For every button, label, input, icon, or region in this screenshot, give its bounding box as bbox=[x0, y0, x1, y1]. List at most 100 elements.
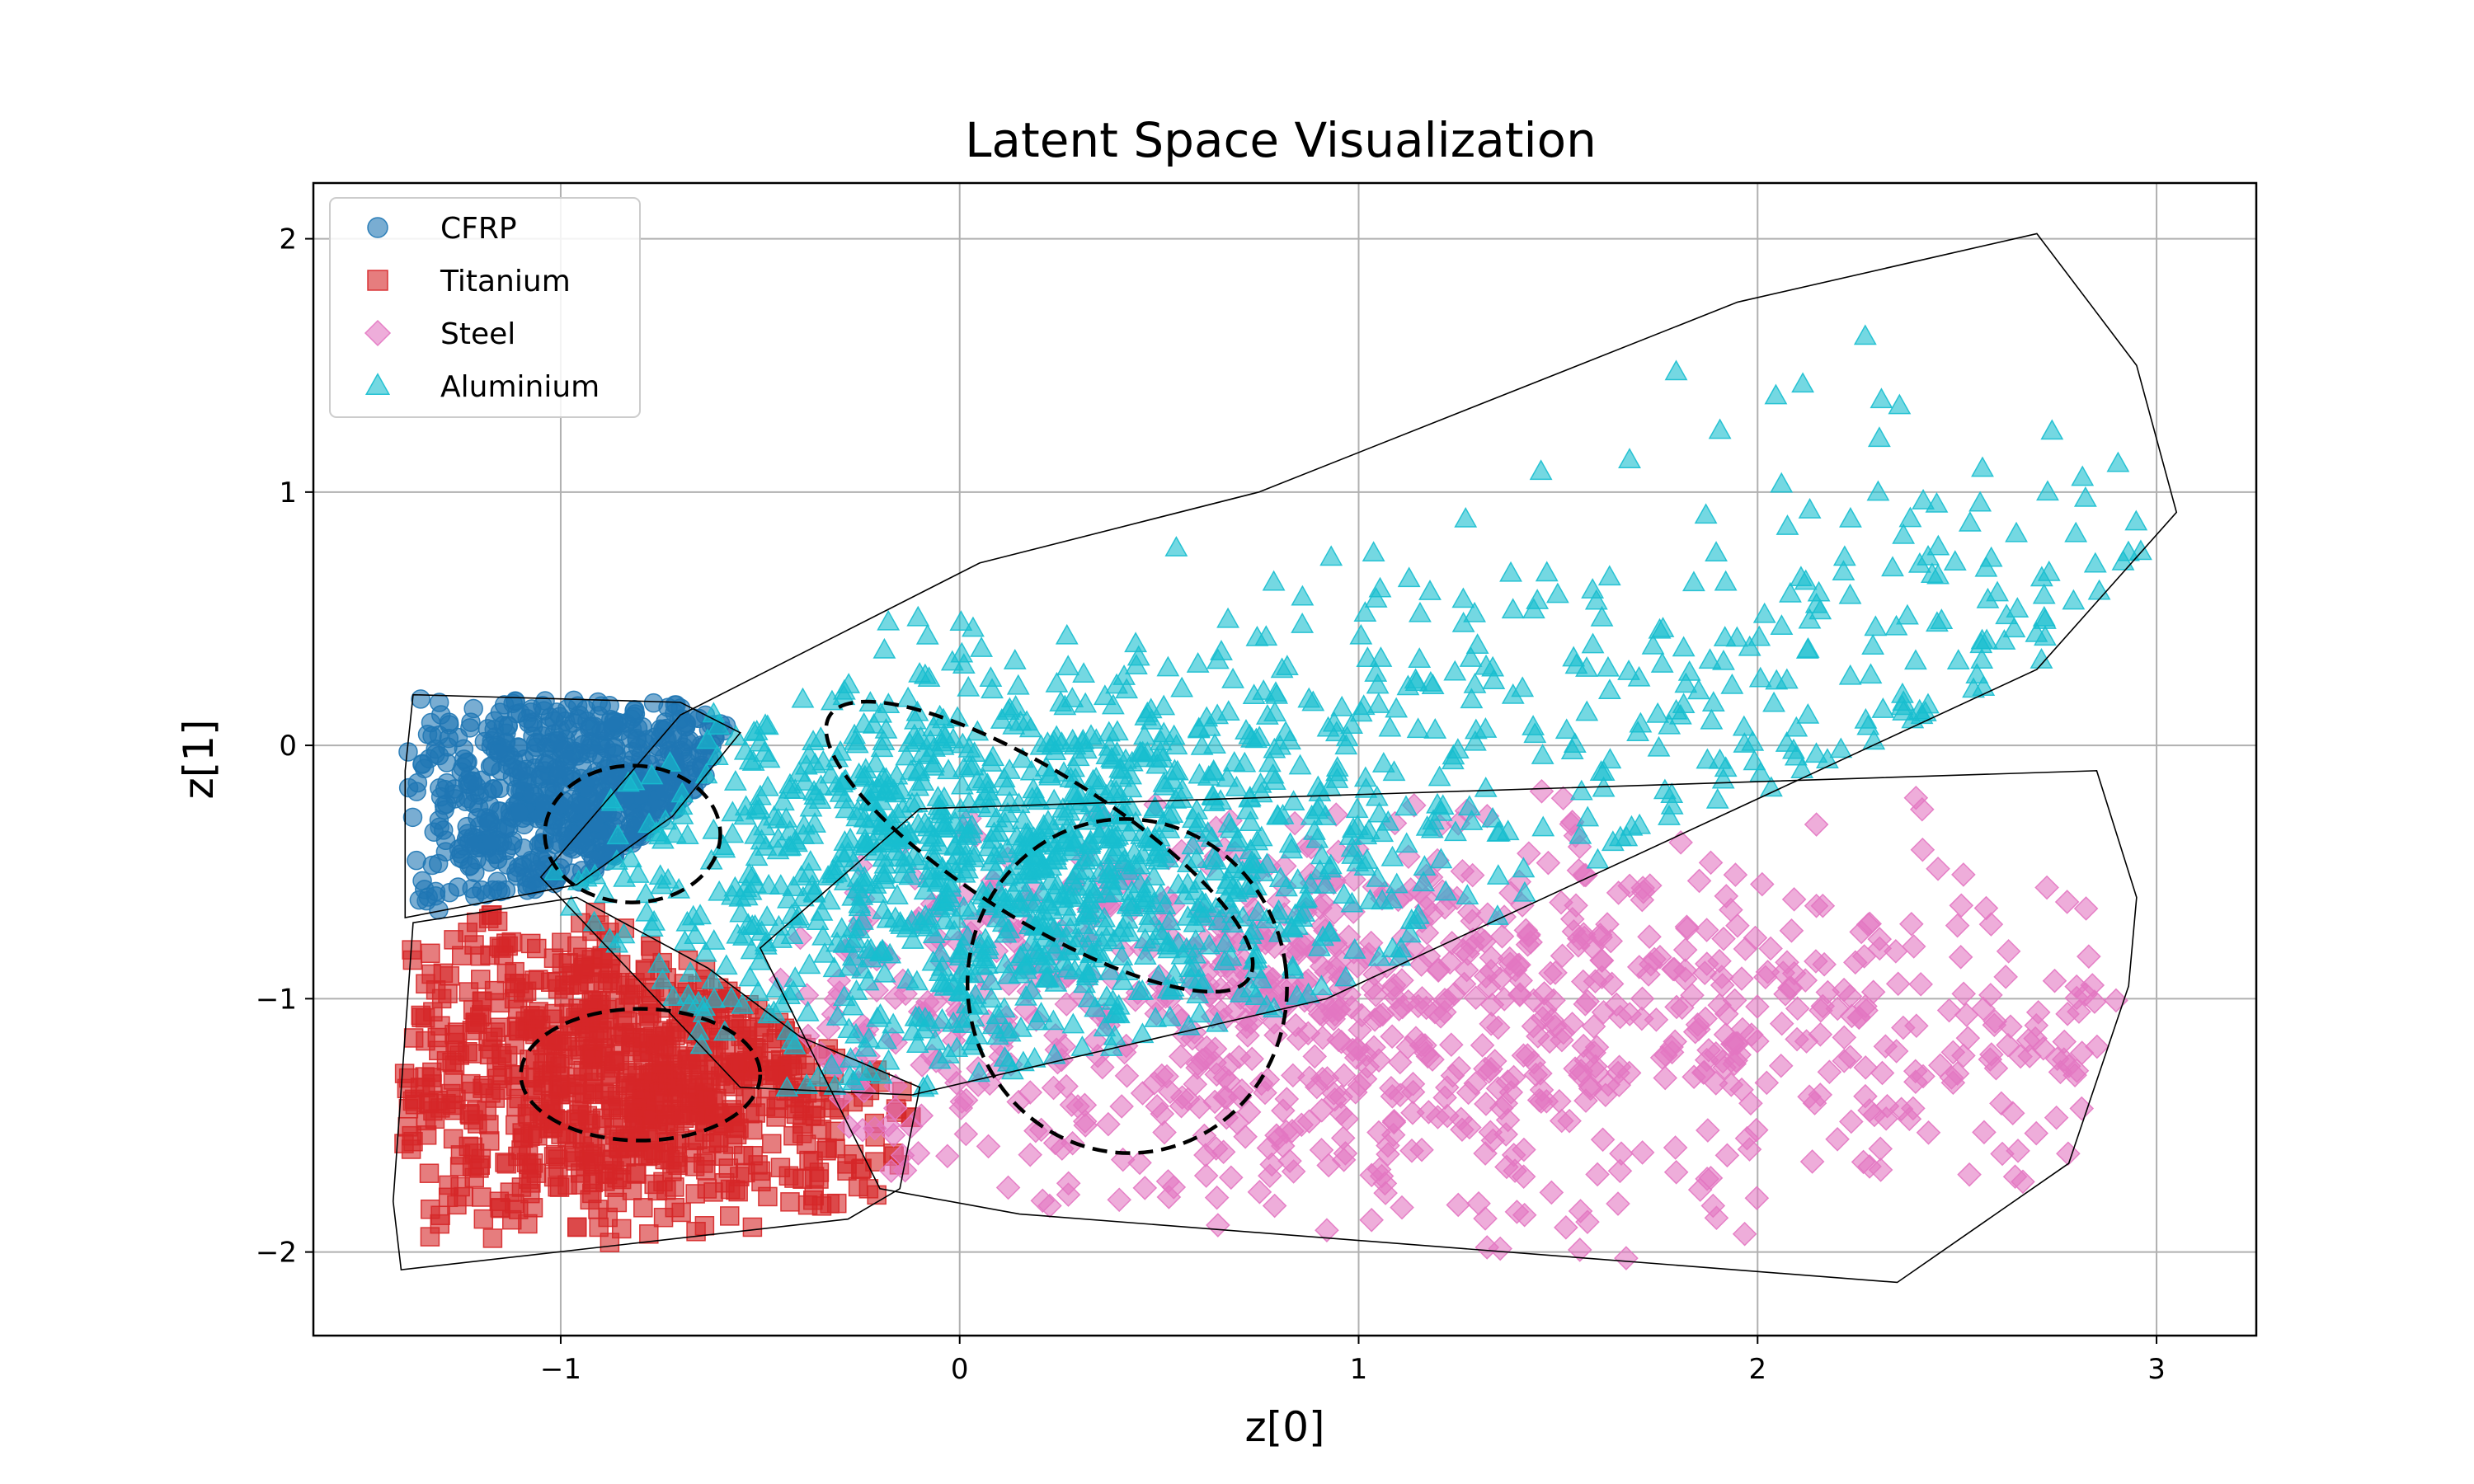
aluminium-point bbox=[1720, 673, 1744, 694]
aluminium-point bbox=[1896, 603, 1919, 625]
aluminium-point bbox=[1859, 663, 1883, 684]
cfrp-point bbox=[536, 716, 557, 737]
titanium-point bbox=[467, 1101, 487, 1121]
aluminium-point bbox=[803, 752, 827, 773]
aluminium-point bbox=[738, 965, 762, 987]
aluminium-point bbox=[2071, 465, 2095, 486]
aluminium-point bbox=[1280, 838, 1304, 859]
aluminium-point bbox=[634, 882, 658, 904]
aluminium-point bbox=[868, 941, 892, 962]
aluminium-point bbox=[1202, 760, 1225, 782]
aluminium-point bbox=[797, 862, 821, 883]
aluminium-point bbox=[1554, 718, 1578, 740]
steel-point bbox=[1247, 1180, 1272, 1205]
steel-point bbox=[1768, 1053, 1794, 1078]
aluminium-point bbox=[1103, 1024, 1126, 1045]
steel-point bbox=[1390, 1195, 1414, 1220]
aluminium-point bbox=[990, 707, 1014, 729]
aluminium-point bbox=[798, 850, 822, 871]
cfrp-point bbox=[547, 702, 567, 722]
aluminium-point bbox=[821, 862, 844, 884]
aluminium-point bbox=[796, 1000, 820, 1021]
steel-point bbox=[1273, 1119, 1299, 1144]
cfrp-point bbox=[497, 755, 518, 775]
aluminium-point bbox=[1725, 626, 1749, 647]
aluminium-point bbox=[1174, 884, 1197, 904]
aluminium-point bbox=[622, 769, 646, 791]
steel-point bbox=[1808, 1021, 1833, 1047]
cfrp-point bbox=[513, 838, 534, 858]
steel-point bbox=[1507, 982, 1532, 1007]
aluminium-point bbox=[1133, 724, 1156, 745]
aluminium-point bbox=[1946, 649, 1970, 669]
aluminium-point bbox=[948, 945, 972, 966]
aluminium-point bbox=[1366, 673, 1390, 694]
aluminium-point bbox=[1892, 690, 1916, 711]
cfrp-point bbox=[465, 886, 485, 906]
titanium-point bbox=[449, 1157, 470, 1176]
aluminium-point bbox=[1290, 906, 1314, 927]
aluminium-point bbox=[1353, 855, 1377, 876]
steel-point bbox=[1606, 1073, 1632, 1097]
titanium-point bbox=[797, 1195, 818, 1215]
aluminium-point bbox=[1178, 956, 1202, 978]
titanium-point bbox=[439, 1175, 459, 1195]
steel-point bbox=[1714, 1143, 1740, 1168]
steel-point bbox=[1315, 1218, 1339, 1243]
steel-point bbox=[2051, 1047, 2077, 1072]
aluminium-point bbox=[1150, 923, 1174, 945]
aluminium-point bbox=[1485, 904, 1509, 925]
aluminium-point bbox=[892, 852, 916, 874]
cfrp-point bbox=[471, 770, 492, 791]
aluminium-point bbox=[1282, 790, 1305, 811]
aluminium-point bbox=[1133, 944, 1157, 965]
aluminium-point bbox=[1779, 581, 1802, 603]
steel-point bbox=[1573, 1088, 1598, 1113]
aluminium-point bbox=[981, 678, 1004, 699]
aluminium-point bbox=[1463, 672, 1487, 693]
aluminium-point bbox=[847, 918, 871, 939]
steel-point bbox=[1530, 1006, 1555, 1031]
aluminium-point bbox=[1862, 729, 1886, 750]
cfrp-point bbox=[402, 807, 423, 828]
steel-point bbox=[1559, 906, 1585, 932]
steel-point bbox=[1711, 926, 1736, 951]
aluminium-point bbox=[1216, 868, 1240, 890]
steel-point bbox=[1512, 1137, 1536, 1162]
aluminium-point bbox=[1352, 694, 1376, 716]
steel-point bbox=[1259, 1152, 1285, 1177]
aluminium-point bbox=[914, 904, 938, 925]
steel-point bbox=[1749, 871, 1775, 897]
aluminium-point bbox=[606, 824, 630, 845]
steel-point bbox=[1321, 1081, 1347, 1106]
cfrp-point bbox=[585, 813, 605, 834]
titanium-point bbox=[519, 1169, 539, 1190]
aluminium-point bbox=[783, 1033, 807, 1054]
aluminium-point bbox=[1131, 1022, 1155, 1044]
aluminium-point bbox=[543, 859, 567, 881]
steel-point bbox=[1400, 1100, 1425, 1125]
titanium-point bbox=[550, 1076, 571, 1097]
titanium-point bbox=[430, 1214, 449, 1234]
aluminium-point bbox=[640, 916, 664, 937]
y-tick-label: 2 bbox=[279, 223, 297, 256]
steel-point bbox=[1951, 981, 1977, 1007]
aluminium-point bbox=[905, 1032, 929, 1054]
titanium-point bbox=[480, 945, 500, 965]
aluminium-point bbox=[1870, 387, 1893, 409]
aluminium-point bbox=[1856, 714, 1880, 735]
aluminium-point bbox=[714, 954, 738, 975]
steel-point bbox=[1993, 965, 2018, 989]
aluminium-point bbox=[723, 770, 747, 791]
steel-point bbox=[1785, 996, 1810, 1021]
cfrp-point bbox=[426, 885, 446, 906]
titanium-point bbox=[473, 1209, 494, 1229]
aluminium-point bbox=[1481, 806, 1504, 828]
y-tick-label: 0 bbox=[279, 730, 297, 763]
aluminium-point bbox=[2117, 540, 2140, 561]
titanium-point bbox=[639, 1224, 659, 1244]
aluminium-point bbox=[673, 930, 697, 951]
titanium-point bbox=[748, 1155, 768, 1175]
steel-point bbox=[1636, 962, 1661, 987]
aluminium-point bbox=[2032, 583, 2056, 604]
